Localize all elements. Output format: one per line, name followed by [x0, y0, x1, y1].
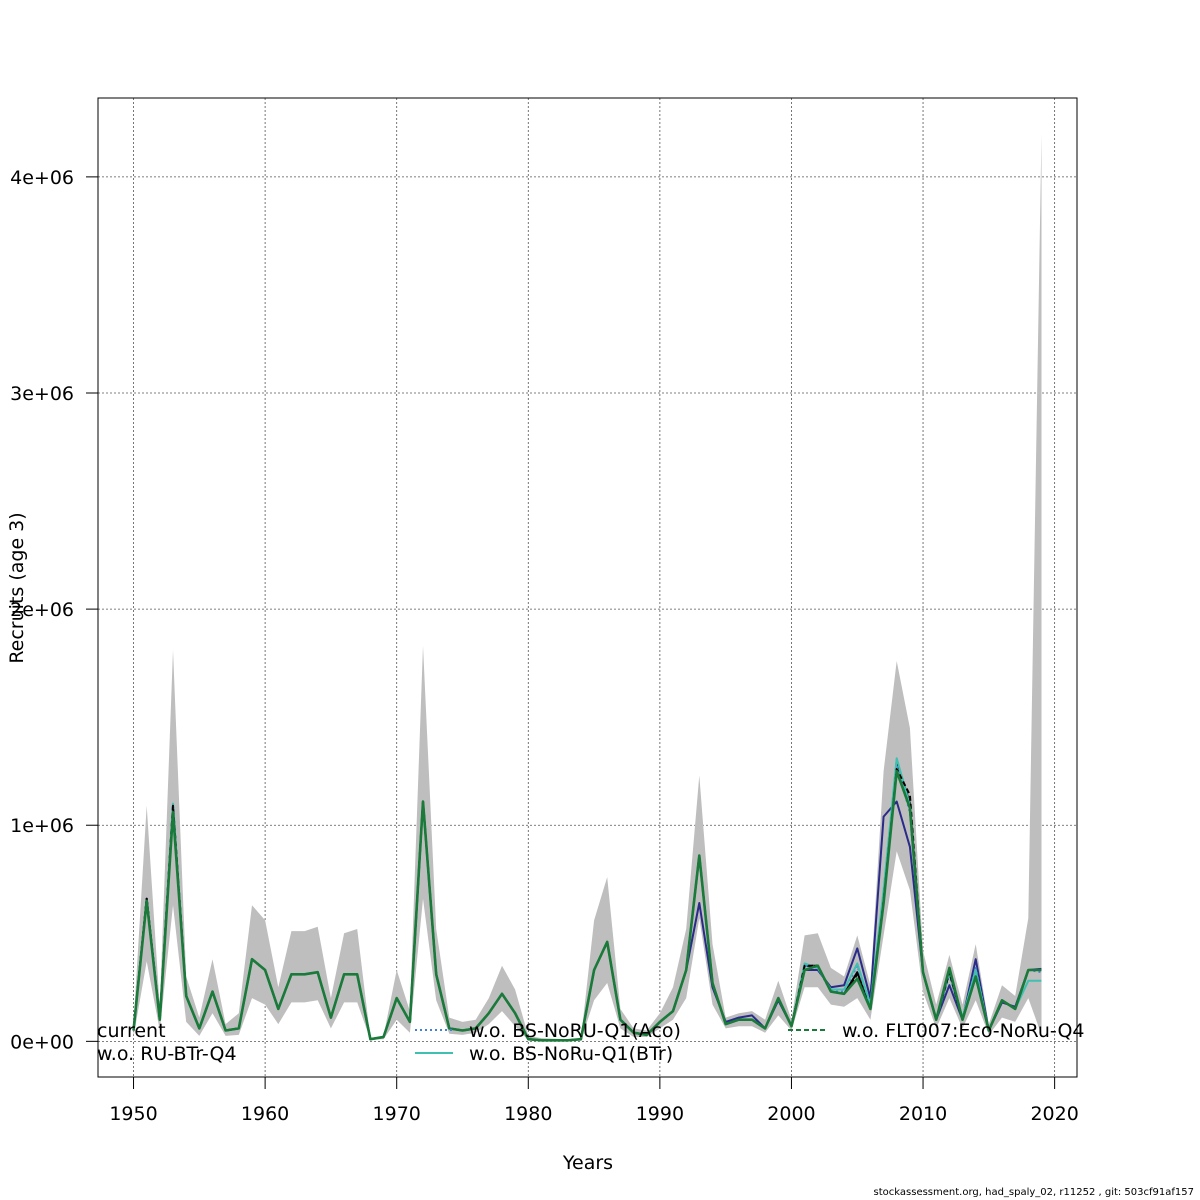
legend-label: w.o. BS-NoRU-Q1(Aco)	[469, 1020, 681, 1042]
legend-label: w.o. BS-NoRu-Q1(BTr)	[469, 1043, 673, 1065]
legend-item: w.o. FLT007:Eco-NoRu-Q4	[788, 1020, 1084, 1042]
series-line-current-final-	[132, 769, 1042, 1042]
y-tick-label: 4e+06	[10, 167, 74, 189]
y-tick-label: 2e+06	[10, 599, 74, 621]
x-tick-label: 1990	[636, 1103, 684, 1125]
legend-label: w.o. RU-BTr-Q4	[97, 1043, 237, 1065]
y-tick-label: 3e+06	[10, 383, 74, 405]
y-axis-label: Recruits (age 3)	[6, 512, 28, 663]
grid	[98, 98, 1077, 1077]
x-tick-label: 2020	[1030, 1103, 1078, 1125]
confidence-band-area	[133, 133, 1042, 1041]
x-tick-label: 2000	[767, 1103, 815, 1125]
legend-item: w.o. BS-NoRu-Q1(BTr)	[415, 1043, 673, 1065]
y-axis: 0e+00 1e+06 2e+06 3e+06 4e+06	[10, 167, 99, 1053]
y-tick-label: 0e+00	[10, 1031, 74, 1053]
legend-item: current	[97, 1020, 166, 1042]
x-tick-label: 1980	[504, 1103, 552, 1125]
legend-item: w.o. RU-BTr-Q4	[97, 1043, 237, 1065]
x-tick-label: 2010	[899, 1103, 947, 1125]
x-tick-label: 1970	[373, 1103, 421, 1125]
footer-credit: stockassessment.org, had_spaly_02, r1125…	[873, 1187, 1194, 1198]
legend-label: w.o. FLT007:Eco-NoRu-Q4	[842, 1020, 1084, 1042]
x-axis-label: Years	[562, 1152, 613, 1174]
legend-item: w.o. BS-NoRU-Q1(Aco)	[415, 1020, 681, 1042]
confidence-band	[133, 133, 1042, 1041]
y-tick-label: 1e+06	[10, 815, 74, 837]
series-lines	[132, 757, 1042, 1042]
legend-label: current	[97, 1020, 166, 1042]
x-axis: 1950 1960 1970 1980 1990 2000 2010 2020	[109, 1076, 1079, 1125]
x-tick-label: 1950	[109, 1103, 157, 1125]
plot-frame	[97, 97, 1078, 1078]
x-tick-label: 1960	[241, 1103, 289, 1125]
